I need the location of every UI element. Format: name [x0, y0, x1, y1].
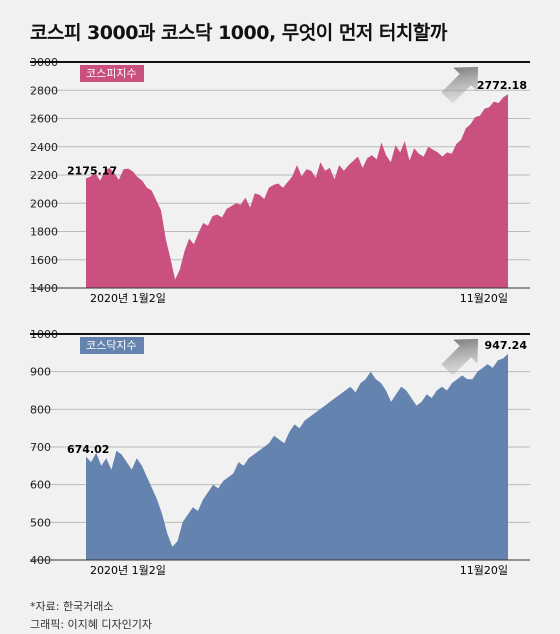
kospi-start-value-label: 2175.17 [67, 165, 117, 178]
kospi-legend-box [80, 65, 144, 82]
kosdaq-end-value-label: 947.24 [485, 339, 528, 352]
kosdaq-area [86, 354, 508, 560]
q-y-tick-label: 600 [30, 479, 51, 492]
kosdaq-x-start-label: 2020년 1월2일 [90, 563, 166, 577]
source-note: *자료: 한국거래소 [30, 600, 114, 613]
q-y-tick-label: 800 [30, 403, 51, 416]
kosdaq-start-value-label: 674.02 [67, 443, 109, 456]
kosdaq-up-arrow-icon [441, 338, 479, 376]
kosdaq-legend-box [80, 337, 144, 354]
k-y-tick-label: 2200 [30, 169, 58, 182]
kospi-up-arrow-icon [441, 66, 479, 104]
k-arrow-shape [441, 66, 479, 104]
q-y-tick-label: 500 [30, 516, 51, 529]
k-y-tick-label: 2800 [30, 84, 58, 97]
kospi-x-end-label: 11월20일 [460, 291, 508, 305]
page-title: 코스피 3000과 코스닥 1000, 무엇이 먼저 터치할까 [30, 22, 447, 44]
q-y-tick-label: 900 [30, 366, 51, 379]
k-y-tick-label: 2400 [30, 141, 58, 154]
k-y-tick-label: 2000 [30, 197, 58, 210]
k-y-tick-label: 1800 [30, 226, 58, 239]
kospi-legend-label: 코스피지수 [86, 67, 137, 80]
q-y-tick-label: 700 [30, 441, 51, 454]
kosdaq-legend-label: 코스닥지수 [86, 339, 137, 352]
graphic-credit: 그래픽: 이지혜 디자인기자 [30, 618, 153, 631]
kospi-area [86, 94, 508, 288]
kospi-end-value-label: 2772.18 [477, 79, 527, 92]
kosdaq-x-end-label: 11월20일 [460, 563, 508, 577]
k-y-tick-label: 1600 [30, 254, 58, 267]
q-arrow-shape [441, 338, 479, 376]
k-y-tick-label: 2600 [30, 113, 58, 126]
kospi-x-start-label: 2020년 1월2일 [90, 291, 166, 305]
